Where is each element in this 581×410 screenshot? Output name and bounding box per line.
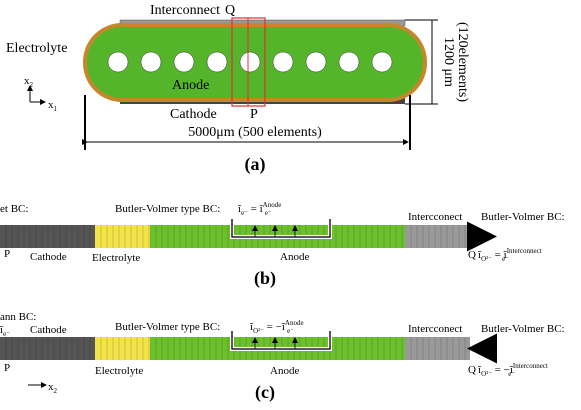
- electrolyte-label: Electrolyte: [6, 41, 67, 56]
- height-label: 1200 μm: [441, 37, 456, 87]
- equation-part: Anode: [263, 201, 282, 209]
- left-bc: et BC:: [0, 203, 28, 215]
- holes: [108, 52, 392, 72]
- equation-part: e⁻: [508, 370, 515, 378]
- electrolyte-label: Electrolyte: [95, 365, 143, 377]
- hole: [240, 52, 260, 72]
- segment: [0, 337, 95, 360]
- q-label: Q: [225, 3, 235, 18]
- axis-x1: x1: [48, 99, 58, 113]
- equation-part: e⁻: [265, 209, 272, 217]
- equation-part: Anode: [285, 319, 304, 327]
- axis-x2: x2: [24, 75, 34, 89]
- cathode-label: Cathode: [30, 324, 67, 336]
- hole: [273, 52, 293, 72]
- p-label: P: [250, 107, 258, 122]
- panel-label: (b): [254, 268, 276, 289]
- equation-part: e⁻: [287, 327, 294, 335]
- hole: [339, 52, 359, 72]
- equation-part: e⁻: [502, 255, 509, 263]
- panel-label: (a): [245, 154, 266, 175]
- equation-part: Interconnect: [507, 247, 542, 255]
- hole: [207, 52, 227, 72]
- cathode-label: Cathode: [30, 251, 67, 263]
- axis-x2: x2: [48, 381, 58, 395]
- interconnect-label: Intercconect: [408, 211, 462, 223]
- hole: [141, 52, 161, 72]
- bv-type: Butler-Volmer type BC:: [115, 321, 220, 333]
- width-label: 5000μm (500 elements): [188, 125, 322, 140]
- left-bc: ann BC:: [0, 311, 36, 323]
- segment: [405, 225, 470, 248]
- height-elements: (120elements): [455, 22, 470, 102]
- hole: [174, 52, 194, 72]
- segment: [95, 225, 150, 248]
- electrolyte-label: Electrolyte: [92, 252, 140, 264]
- bv-type: Butler-Volmer type BC:: [115, 203, 220, 215]
- hole: [108, 52, 128, 72]
- interconnect-label: Intercconect: [408, 323, 462, 335]
- strips: [0, 219, 492, 360]
- diagram: 1200 μm (120elements) 5000μm (500 elemen…: [0, 0, 581, 410]
- equation-part: O²⁻: [481, 370, 492, 378]
- p-label: P: [4, 362, 10, 374]
- anode-label: Anode: [280, 251, 309, 263]
- anode-label: Anode: [270, 365, 299, 377]
- p-label: P: [4, 248, 10, 260]
- cathode-label: Cathode: [170, 107, 217, 122]
- interconnect-label: Interconnect: [150, 3, 220, 18]
- q-label: Q: [468, 364, 476, 376]
- segment: [0, 225, 95, 248]
- bv-right: Butler-Volmer BC:: [481, 211, 565, 223]
- equation-part: Interconnect: [513, 362, 548, 370]
- equation-part: = −ĩ: [264, 321, 286, 333]
- segment: [95, 337, 150, 360]
- segment: [405, 337, 470, 360]
- anode-label: Anode: [172, 78, 209, 93]
- equation-part: O²⁻: [253, 327, 264, 335]
- hole: [372, 52, 392, 72]
- equation-part: = ĩ: [248, 203, 264, 215]
- equation-part: O²⁻: [481, 255, 492, 263]
- panel-label: (c): [255, 382, 275, 403]
- bv-right: Butler-Volmer BC:: [481, 323, 565, 335]
- equation: ĩe⁻: [0, 324, 10, 338]
- equation-part: e⁻: [3, 330, 10, 338]
- hole: [306, 52, 326, 72]
- q-label: Q: [468, 249, 476, 261]
